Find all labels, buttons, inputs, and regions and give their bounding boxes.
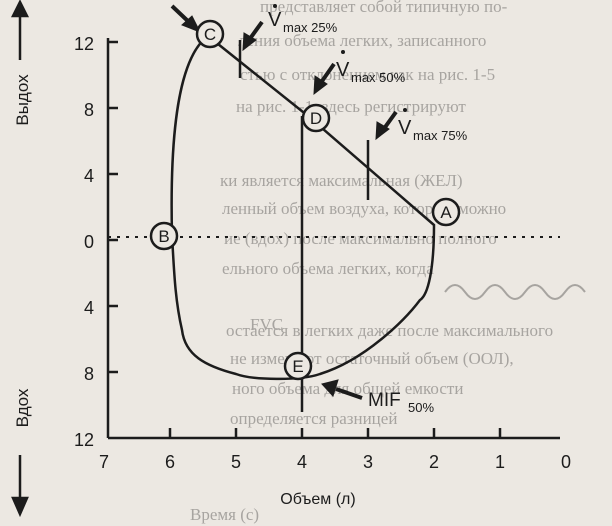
bg-line: остается в легких даже после максимально… [226, 321, 553, 340]
vmax50-main: V [336, 59, 350, 81]
y-axis-bottom-label: Вдох [13, 388, 32, 427]
vmax75-dot [403, 108, 407, 112]
arrow-to-vmax25-icon [242, 32, 257, 52]
mif50-label: MIF 50% [368, 390, 434, 415]
direction-arrows [10, 0, 30, 518]
bg-line: ельного объема легких, когда [222, 259, 434, 278]
bg-line: ленный объем воздуха, который можно [222, 199, 506, 218]
axis-labels: Выдох Вдох 12 8 4 0 4 8 12 7 6 5 4 3 2 1… [13, 34, 571, 508]
x-tick-label: 5 [231, 452, 241, 472]
mif50-main: MIF [368, 390, 401, 411]
vmax75-main: V [398, 117, 412, 139]
bg-line: определяется разницей [230, 409, 397, 428]
y-tick-label: 12 [74, 430, 94, 450]
vmax75-sub: max 75% [413, 128, 468, 143]
point-e: E [283, 351, 313, 381]
x-tick-label: 0 [561, 452, 571, 472]
point-c-label: C [204, 25, 216, 44]
point-c: C [195, 19, 225, 49]
point-c-circle [195, 19, 225, 49]
x-tick-label: 6 [165, 452, 175, 472]
arrow-to-c-icon [181, 15, 202, 33]
bg-line: ки является максимальная (ЖЕЛ) [220, 171, 463, 190]
bg-line: представляет собой типичную по- [260, 0, 508, 16]
vmax50-dot [341, 50, 345, 54]
bg-line: Время (с) [190, 505, 259, 524]
vmax25-main: V [268, 9, 282, 31]
arrow-to-mif50-icon [321, 379, 339, 397]
bg-line: стью с отклонением как на рис. 1-5 [240, 65, 495, 84]
annotation-labels: V max 25% V max 50% V max 75% MIF 50% FV… [250, 4, 468, 415]
arrow-to-vmax75-icon [375, 121, 390, 141]
vmax25-sub: max 25% [283, 20, 338, 35]
x-tick-label: 2 [429, 452, 439, 472]
flow-volume-loop [170, 34, 436, 381]
bg-wave [444, 284, 586, 300]
point-d-label: D [310, 109, 322, 128]
pointer-arrows [170, 4, 398, 400]
point-d: D [301, 103, 331, 133]
point-e-circle [283, 351, 313, 381]
y-axis-top-label: Выдох [13, 74, 32, 126]
arrow-to-mif50-shaft [335, 387, 363, 400]
loop-curve [170, 34, 436, 381]
y-tick-label: 4 [84, 298, 94, 318]
vmax75-label: V max 75% [398, 108, 468, 143]
point-e-label: E [292, 357, 303, 376]
vmax50-sub: max 50% [351, 70, 406, 85]
point-b-label: B [158, 227, 169, 246]
point-d-circle [301, 103, 331, 133]
mif50-sub: 50% [408, 400, 434, 415]
vmax25-label: V max 25% [268, 4, 338, 35]
bg-line: не изменяют остаточный объем (ООЛ), [230, 349, 514, 368]
bg-line: ления объема легких, записанного [238, 31, 486, 50]
down-arrow-icon [11, 496, 29, 518]
point-a: A [431, 197, 461, 227]
up-arrow-icon [10, 0, 30, 18]
vmax50-label: V max 50% [336, 50, 406, 85]
y-tick-label: 12 [74, 34, 94, 54]
x-tick-label: 7 [99, 452, 109, 472]
bg-line: ного объема для общей емкости [232, 379, 463, 398]
x-tick-label: 3 [363, 452, 373, 472]
y-tick-label: 4 [84, 166, 94, 186]
x-tick-label: 4 [297, 452, 307, 472]
bg-line: на рис. 1-1, здесь регистрируют [236, 97, 466, 116]
point-b: B [149, 221, 179, 251]
point-markers: C D A B E [149, 19, 461, 381]
vmax25-dot [273, 4, 277, 8]
x-tick-label: 1 [495, 452, 505, 472]
fvc-label: FVC [250, 315, 283, 334]
point-a-circle [431, 197, 461, 227]
arrow-to-vmax50-icon [313, 75, 328, 96]
point-b-circle [149, 221, 179, 251]
y-tick-label: 0 [84, 232, 94, 252]
point-a-label: A [440, 203, 452, 222]
y-tick-label: 8 [84, 364, 94, 384]
y-tick-label: 8 [84, 100, 94, 120]
bg-line: ие (вдох) после максимально полного [224, 229, 497, 248]
background-text: представляет собой типичную по- ления об… [190, 0, 586, 524]
x-axis-label: Объем (л) [280, 491, 355, 508]
